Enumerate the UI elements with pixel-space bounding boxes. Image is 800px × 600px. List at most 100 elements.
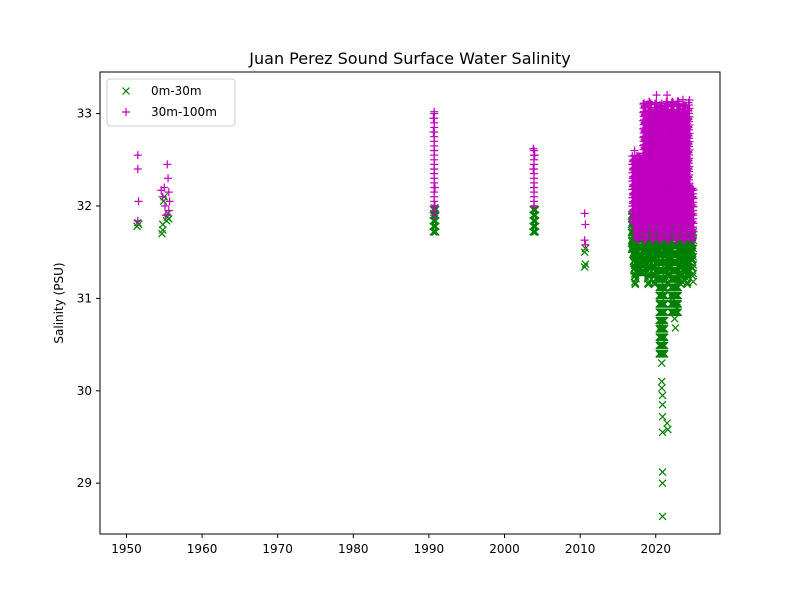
series-layer bbox=[133, 91, 698, 521]
y-tick-label: 31 bbox=[77, 291, 92, 305]
x-marker-point bbox=[674, 291, 683, 300]
x-marker-point bbox=[134, 220, 143, 229]
x-marker-point bbox=[657, 322, 665, 331]
plus-marker-point bbox=[430, 183, 439, 192]
x-marker-point bbox=[662, 262, 671, 270]
x-marker-point bbox=[656, 299, 665, 307]
x-marker-point bbox=[429, 227, 438, 236]
series-0m-30m bbox=[133, 192, 698, 521]
y-tick-label: 33 bbox=[77, 107, 92, 121]
plus-marker-point bbox=[580, 209, 589, 218]
x-marker-point bbox=[531, 222, 540, 231]
x-marker-point bbox=[654, 257, 663, 266]
plus-marker-point bbox=[133, 165, 142, 174]
x-marker-point bbox=[431, 222, 440, 231]
x-marker-point bbox=[640, 243, 649, 252]
plus-marker-point bbox=[529, 144, 538, 153]
x-marker-point bbox=[531, 227, 540, 236]
x-marker-point bbox=[430, 216, 439, 225]
x-marker-point bbox=[665, 252, 674, 261]
x-marker-point bbox=[660, 349, 669, 358]
x-marker-point bbox=[689, 269, 698, 278]
plus-marker-point bbox=[429, 128, 438, 137]
x-marker-point bbox=[663, 425, 672, 434]
plus-marker-point bbox=[652, 91, 661, 100]
x-marker-point bbox=[632, 248, 640, 257]
y-tick-label: 29 bbox=[77, 476, 92, 490]
x-marker-point bbox=[671, 324, 680, 332]
x-marker-point bbox=[529, 227, 538, 236]
x-marker-point bbox=[638, 257, 647, 266]
x-marker-point bbox=[530, 205, 539, 214]
plus-marker-point bbox=[163, 160, 172, 169]
series-30m-100m bbox=[133, 91, 698, 249]
x-marker-point bbox=[580, 263, 589, 271]
x-marker-point bbox=[635, 252, 644, 261]
plus-marker-point bbox=[663, 91, 672, 100]
plot-frame bbox=[99, 71, 721, 535]
y-tick-label: 32 bbox=[77, 199, 92, 213]
x-marker-point bbox=[658, 391, 667, 400]
plus-marker-point bbox=[530, 146, 538, 155]
x-marker-point bbox=[660, 324, 669, 333]
plus-marker-point bbox=[530, 183, 538, 192]
x-marker-point bbox=[657, 377, 666, 386]
x-marker-point bbox=[658, 479, 667, 488]
plus-marker-point bbox=[430, 146, 439, 155]
y-tick-label: 30 bbox=[77, 384, 92, 398]
x-marker-point bbox=[658, 512, 667, 521]
x-marker-point bbox=[636, 264, 645, 273]
plus-marker-point bbox=[429, 114, 438, 123]
plus-marker-point bbox=[134, 197, 143, 206]
legend-label-0m-30m: 0m-30m bbox=[151, 84, 202, 98]
x-marker-point bbox=[657, 359, 666, 367]
x-marker-point bbox=[672, 303, 681, 312]
x-marker-point bbox=[658, 412, 667, 421]
chart-title: Juan Perez Sound Surface Water Salinity bbox=[248, 49, 570, 68]
x-tick-label: 1980 bbox=[338, 542, 369, 556]
y-axis-title: Salinity (PSU) bbox=[52, 262, 66, 343]
x-marker-point bbox=[164, 214, 173, 223]
x-marker-point bbox=[670, 314, 679, 323]
x-tick-label: 1990 bbox=[414, 542, 445, 556]
x-tick-label: 2020 bbox=[640, 542, 671, 556]
plus-marker-point bbox=[430, 165, 439, 174]
plus-marker-point bbox=[581, 240, 590, 249]
x-marker-point bbox=[658, 400, 667, 409]
x-marker-point bbox=[676, 248, 685, 257]
x-marker-point bbox=[632, 274, 640, 283]
x-marker-point bbox=[431, 227, 440, 236]
plus-marker-point bbox=[164, 174, 173, 183]
x-marker-point bbox=[679, 257, 687, 266]
x-marker-point bbox=[581, 260, 590, 269]
x-tick-label: 2010 bbox=[565, 542, 596, 556]
x-marker-point bbox=[158, 226, 167, 234]
plus-marker-point bbox=[430, 107, 439, 116]
x-marker-point bbox=[660, 308, 668, 317]
x-marker-point bbox=[660, 333, 669, 342]
plus-marker-point bbox=[580, 236, 589, 245]
x-marker-point bbox=[683, 280, 692, 289]
plus-marker-point bbox=[581, 220, 590, 229]
x-marker-point bbox=[660, 316, 669, 325]
x-marker-point bbox=[689, 252, 698, 261]
x-marker-point bbox=[658, 468, 667, 477]
legend: 0m-30m 30m-100m bbox=[106, 78, 236, 127]
x-marker-point bbox=[644, 280, 653, 289]
plus-marker-point bbox=[529, 165, 538, 174]
x-marker-point bbox=[629, 243, 637, 252]
x-marker-point bbox=[660, 285, 669, 294]
x-marker-point bbox=[531, 216, 540, 225]
x-marker-point bbox=[431, 216, 440, 225]
x-marker-point bbox=[669, 308, 678, 317]
x-tick-label: 1970 bbox=[262, 542, 293, 556]
x-marker-point bbox=[657, 340, 665, 349]
legend-label-30m-100m: 30m-100m bbox=[151, 105, 217, 119]
x-marker-point bbox=[689, 261, 698, 270]
x-marker-point bbox=[657, 384, 666, 392]
x-marker-point bbox=[668, 294, 677, 303]
x-tick-label: 2000 bbox=[489, 542, 520, 556]
x-marker-point bbox=[663, 419, 671, 428]
x-marker-point bbox=[681, 263, 690, 272]
